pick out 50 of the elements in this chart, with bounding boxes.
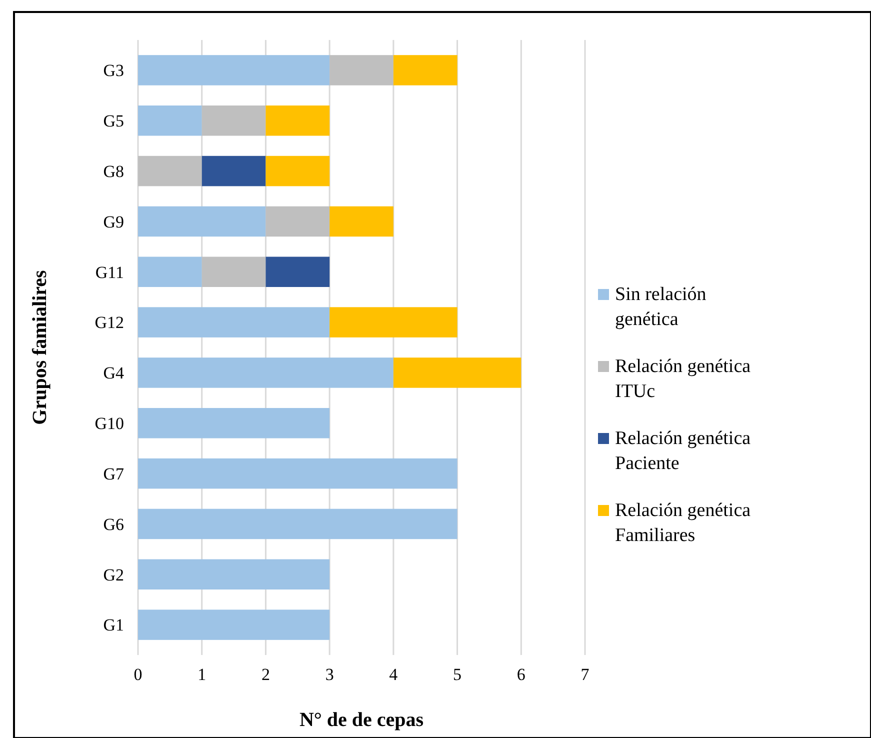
- y-tick-label: G5: [103, 112, 124, 131]
- x-tick-label: 2: [261, 665, 270, 684]
- bar: [330, 206, 394, 237]
- legend-label: Relación genética Familiares: [615, 500, 752, 546]
- bar: [138, 55, 330, 86]
- bar: [138, 358, 394, 388]
- x-tick-label: 1: [198, 665, 206, 684]
- bar: [393, 55, 458, 86]
- x-tick-label: 0: [134, 665, 142, 684]
- bar: [138, 256, 202, 287]
- bar: [138, 610, 330, 640]
- y-tick-label: G2: [103, 565, 124, 584]
- y-tick-label: G11: [95, 262, 124, 282]
- bar: [138, 458, 458, 489]
- legend-label: Relación genética ITUc: [615, 356, 752, 402]
- x-axis-title: N° de de cepas: [299, 709, 424, 731]
- bar: [138, 559, 330, 590]
- x-tick-label: 7: [580, 665, 590, 684]
- bar: [266, 206, 330, 237]
- y-tick-label: G9: [103, 212, 124, 232]
- y-tick-label: G8: [103, 162, 124, 181]
- bar: [138, 408, 330, 438]
- bar: [202, 156, 266, 186]
- bar: [266, 156, 330, 186]
- y-axis-title: Grupos famialires: [29, 270, 51, 425]
- y-tick-label: G4: [103, 364, 124, 383]
- bar: [266, 106, 330, 136]
- bar: [138, 106, 202, 136]
- y-tick-label: G12: [94, 313, 124, 332]
- y-tick-label: G6: [103, 514, 124, 534]
- bar: [330, 55, 394, 86]
- bar: [202, 106, 266, 136]
- x-tick-label: 3: [325, 665, 334, 684]
- x-tick-label: 6: [516, 665, 526, 684]
- y-tick-label: G3: [103, 61, 124, 80]
- x-tick-label: 5: [453, 665, 462, 684]
- y-tick-label: G1: [103, 616, 124, 635]
- bar: [393, 358, 522, 388]
- legend-label: Relación genética Paciente: [615, 428, 752, 474]
- bar: [138, 156, 202, 186]
- bar: [138, 508, 458, 540]
- bar: [330, 307, 458, 338]
- x-tick-label: 4: [389, 665, 398, 684]
- bar: [266, 256, 330, 287]
- y-tick-label: G7: [103, 464, 124, 484]
- bar: [202, 256, 266, 287]
- y-tick-label: G10: [94, 414, 124, 434]
- bar: [138, 206, 266, 237]
- bar: [138, 307, 330, 338]
- legend-label: Sin relación genética: [615, 284, 707, 330]
